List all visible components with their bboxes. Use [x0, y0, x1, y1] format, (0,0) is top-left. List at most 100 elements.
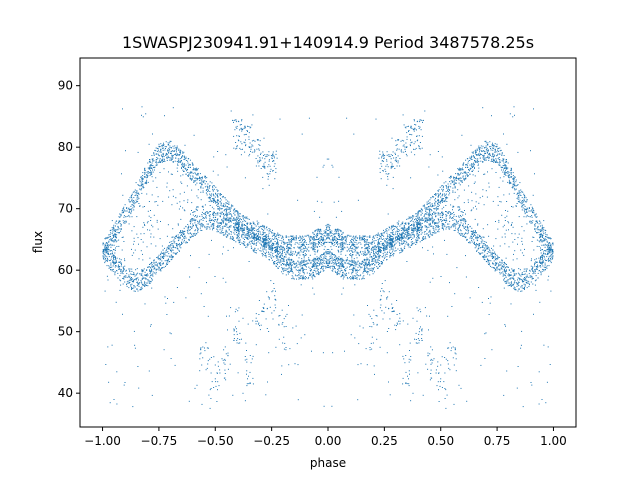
data-point: [252, 249, 254, 251]
data-point: [514, 287, 516, 289]
data-point: [134, 192, 136, 194]
data-point: [493, 268, 495, 269]
data-point: [421, 228, 423, 230]
data-point: [288, 259, 290, 260]
data-point: [415, 239, 417, 241]
data-point: [460, 232, 462, 234]
data-point: [181, 167, 182, 169]
data-point: [503, 171, 505, 173]
data-point: [161, 267, 163, 269]
data-point: [287, 249, 289, 251]
data-point: [326, 237, 328, 239]
data-point: [329, 250, 331, 252]
data-point: [464, 221, 466, 223]
data-point: [357, 270, 359, 271]
data-point: [191, 228, 193, 229]
data-point: [383, 246, 385, 248]
data-point: [471, 151, 473, 153]
data-point: [201, 214, 203, 216]
data-point: [146, 275, 148, 277]
data-point: [283, 263, 285, 265]
data-point: [153, 272, 155, 274]
data-point: [352, 261, 354, 263]
data-point: [369, 235, 371, 237]
data-point: [302, 265, 303, 267]
data-point: [437, 196, 439, 198]
data-point: [445, 181, 447, 183]
data-point: [150, 270, 152, 272]
data-point: [134, 286, 136, 288]
data-point: [261, 245, 263, 247]
data-point: [342, 236, 344, 238]
data-point: [338, 267, 340, 269]
data-point: [129, 271, 131, 273]
data-point: [128, 214, 130, 216]
data-point: [384, 257, 385, 259]
data-point: [352, 267, 354, 269]
data-point: [311, 260, 313, 262]
data-point: [230, 213, 231, 215]
data-point: [122, 236, 124, 238]
data-point: [278, 259, 280, 261]
data-point: [298, 263, 300, 265]
data-point: [382, 252, 384, 254]
data-point: [508, 246, 510, 248]
data-point: [251, 242, 253, 244]
data-point: [375, 261, 377, 263]
data-point: [266, 246, 267, 248]
data-point: [333, 259, 335, 261]
data-point: [355, 246, 357, 248]
data-point: [418, 234, 420, 236]
data-point: [480, 247, 481, 249]
data-point: [320, 270, 322, 272]
data-point: [473, 163, 475, 165]
data-point: [510, 169, 512, 171]
data-point: [390, 255, 392, 257]
data-point: [166, 159, 168, 161]
data-point: [180, 153, 182, 155]
data-point: [249, 233, 251, 235]
data-point: [437, 224, 439, 226]
data-point: [151, 274, 153, 276]
data-point: [542, 261, 544, 263]
data-point: [225, 211, 227, 213]
data-point: [283, 256, 285, 257]
data-point: [172, 236, 174, 238]
data-point: [226, 215, 228, 217]
data-point: [205, 228, 207, 230]
data-point: [306, 234, 308, 236]
data-point: [389, 246, 390, 248]
data-point: [439, 192, 441, 194]
data-point: [183, 234, 184, 235]
data-point: [306, 260, 308, 262]
data-point: [102, 244, 104, 246]
data-point: [176, 243, 178, 245]
data-point: [122, 273, 124, 275]
data-point: [145, 182, 147, 184]
data-point: [323, 233, 325, 235]
data-point: [514, 275, 516, 276]
data-point: [515, 179, 517, 181]
data-point: [513, 284, 515, 286]
data-point: [200, 185, 202, 187]
data-point: [335, 232, 337, 234]
data-point: [156, 257, 158, 258]
data-point: [336, 230, 338, 232]
data-point: [297, 252, 299, 254]
data-point: [164, 161, 166, 162]
data-point: [191, 233, 192, 235]
data-point: [417, 232, 418, 234]
data-point: [524, 277, 525, 278]
data-point: [365, 261, 367, 263]
data-point: [260, 250, 262, 252]
data-point: [493, 145, 495, 147]
data-point: [124, 222, 126, 224]
data-point: [361, 266, 363, 268]
data-point: [503, 162, 505, 164]
data-point: [260, 244, 262, 245]
data-point: [442, 201, 444, 202]
data-point: [183, 209, 185, 211]
data-point: [169, 241, 171, 243]
data-point: [421, 218, 423, 220]
data-point: [447, 226, 449, 228]
